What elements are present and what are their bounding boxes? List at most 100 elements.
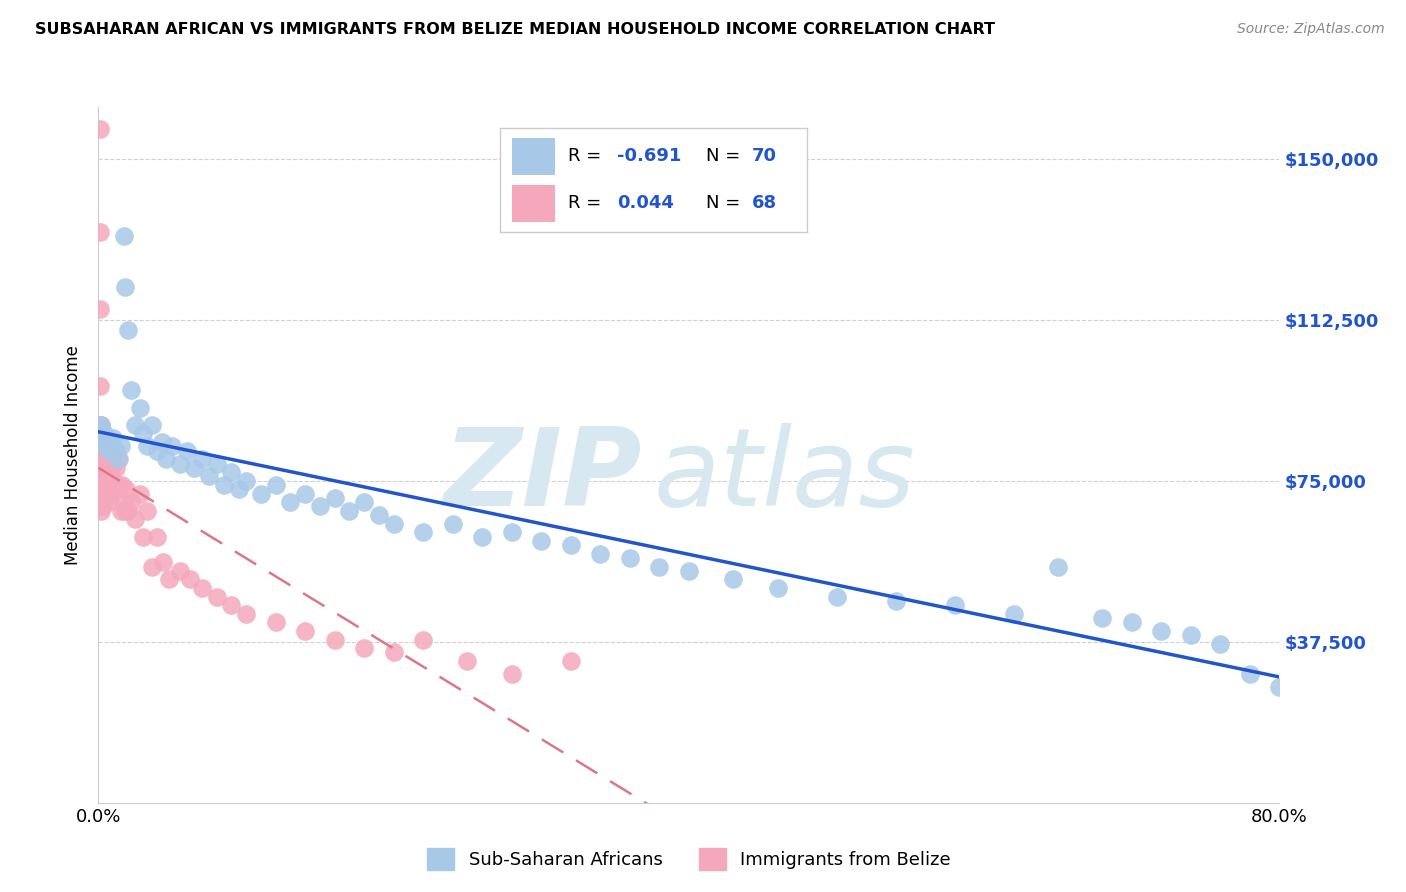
Point [1002, 607, 1025, 621]
Point [141, 417, 163, 432]
Point [89, 301, 111, 316]
Point [89, 495, 111, 509]
Point [112, 228, 135, 243]
Point [169, 457, 191, 471]
Point [120, 384, 142, 398]
Point [412, 632, 434, 647]
Point [89, 474, 111, 488]
Point [91, 500, 114, 514]
Point [589, 547, 612, 561]
Point [124, 417, 146, 432]
Point [205, 457, 228, 471]
Point [97, 443, 120, 458]
Point [191, 581, 214, 595]
Point [205, 590, 228, 604]
Point [560, 538, 582, 552]
Point [1091, 611, 1114, 625]
Point [323, 491, 346, 505]
Point [353, 641, 375, 656]
Point [501, 525, 523, 540]
Point [132, 529, 155, 543]
Point [228, 483, 250, 497]
Point [128, 486, 150, 500]
Point [1209, 637, 1232, 651]
Point [96, 431, 118, 445]
Point [90, 504, 112, 518]
Point [309, 500, 332, 514]
Text: SUBSAHARAN AFRICAN VS IMMIGRANTS FROM BELIZE MEDIAN HOUSEHOLD INCOME CORRELATION: SUBSAHARAN AFRICAN VS IMMIGRANTS FROM BE… [35, 22, 995, 37]
Point [723, 573, 745, 587]
Point [179, 573, 201, 587]
Point [107, 478, 129, 492]
Point [104, 478, 127, 492]
Point [90, 417, 112, 432]
Point [157, 573, 180, 587]
Point [530, 533, 553, 548]
Point [94, 439, 117, 453]
Point [96, 486, 118, 500]
Point [198, 469, 221, 483]
Point [91, 435, 114, 450]
Point [294, 486, 316, 500]
Point [169, 564, 191, 578]
Point [114, 280, 136, 294]
Point [235, 474, 257, 488]
Point [105, 443, 128, 458]
Point [132, 426, 155, 441]
Point [107, 452, 129, 467]
Point [1268, 680, 1291, 694]
Point [91, 435, 114, 450]
Point [221, 465, 243, 479]
Point [93, 478, 115, 492]
Point [884, 594, 907, 608]
Point [93, 452, 115, 467]
Point [100, 460, 122, 475]
Point [353, 495, 375, 509]
Point [90, 443, 112, 458]
Point [152, 555, 174, 569]
Point [89, 465, 111, 479]
Point [176, 443, 198, 458]
Point [90, 465, 112, 479]
Point [93, 426, 115, 441]
Point [111, 478, 134, 492]
Point [96, 460, 118, 475]
Point [766, 581, 789, 595]
Point [412, 525, 434, 540]
Text: atlas: atlas [654, 424, 915, 528]
Point [115, 483, 138, 497]
Point [501, 667, 523, 681]
Point [457, 654, 479, 668]
Point [323, 632, 346, 647]
Point [97, 469, 120, 483]
Point [136, 504, 159, 518]
Point [221, 599, 243, 613]
Point [471, 529, 494, 543]
Point [162, 439, 183, 453]
Point [89, 483, 111, 497]
Point [105, 460, 128, 475]
Point [339, 504, 361, 518]
Point [235, 607, 257, 621]
Point [112, 495, 135, 509]
Point [183, 460, 205, 475]
Point [94, 460, 117, 475]
Point [110, 439, 132, 453]
Point [89, 417, 111, 432]
Point [619, 551, 641, 566]
Point [128, 401, 150, 415]
Point [146, 443, 169, 458]
Point [1239, 667, 1261, 681]
Point [100, 486, 122, 500]
Point [91, 478, 114, 492]
Point [93, 495, 115, 509]
Point [108, 452, 131, 467]
Point [141, 559, 163, 574]
Point [294, 624, 316, 638]
Point [560, 654, 582, 668]
Point [124, 512, 146, 526]
Point [250, 486, 273, 500]
Point [264, 478, 287, 492]
Point [382, 516, 405, 531]
Point [120, 495, 142, 509]
